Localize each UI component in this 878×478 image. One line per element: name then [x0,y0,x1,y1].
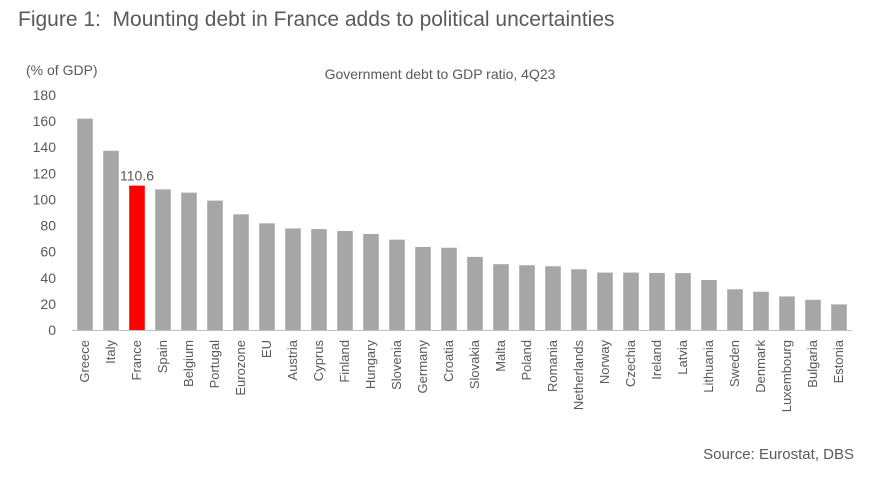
bar-lithuania [701,280,717,330]
bar-latvia [675,273,691,330]
y-tick-label: 20 [40,296,56,312]
bar-spain [155,189,171,330]
bar-france [129,185,145,330]
data-label: 110.6 [120,168,154,184]
bar-czechia [623,272,639,330]
bar-poland [519,265,535,330]
y-tick-label: 60 [40,244,56,260]
x-tick-label: Romania [545,339,560,392]
bar-slovenia [389,239,405,330]
x-tick-label: Slovenia [389,339,404,390]
bar-austria [285,228,301,330]
x-tick-label: Portugal [207,340,222,389]
x-tick-label: Bulgaria [805,339,820,387]
y-tick-label: 120 [33,165,57,181]
x-tick-label: Cyprus [311,340,326,382]
bar-slovakia [467,256,483,330]
bar-italy [103,150,119,330]
x-tick-label: Germany [415,340,430,394]
x-tick-label: Sweden [727,340,742,387]
bar-luxembourg [779,296,795,330]
x-tick-label: Poland [519,340,534,380]
y-axis-label: (% of GDP) [26,62,98,78]
x-tick-label: Luxembourg [779,340,794,412]
bar-eu [259,223,275,330]
bar-denmark [753,291,769,330]
bar-finland [337,231,353,330]
x-tick-label: Greece [77,340,92,383]
bar-norway [597,272,613,330]
x-tick-label: France [129,340,144,380]
x-tick-label: Latvia [675,339,690,374]
source-note: Source: Eurostat, DBS [703,446,854,463]
bar-malta [493,264,509,330]
x-tick-label: Croatia [441,339,456,382]
x-tick-label: Finland [337,340,352,383]
x-tick-label: Malta [493,339,508,372]
x-tick-label: Ireland [649,340,664,380]
bar-croatia [441,247,457,330]
chart-title: Government debt to GDP ratio, 4Q23 [324,66,556,82]
x-tick-label: Belgium [181,340,196,387]
x-tick-label: Netherlands [571,340,586,411]
bar-netherlands [571,269,587,330]
x-tick-label: Eurozone [233,340,248,396]
y-tick-label: 140 [33,139,57,155]
x-tick-label: Hungary [363,340,378,390]
bar-germany [415,246,431,330]
y-tick-label: 160 [33,113,57,129]
bar-bulgaria [805,299,821,330]
bar-estonia [831,304,847,330]
x-tick-label: Slovakia [467,339,482,389]
figure-title: Figure 1: Mounting debt in France adds t… [18,8,615,31]
bar-ireland [649,272,665,330]
bar-portugal [207,200,223,330]
bar-cyprus [311,229,327,330]
bar-romania [545,266,561,330]
y-tick-label: 180 [33,87,57,103]
x-tick-label: Austria [285,339,300,380]
x-tick-label: Czechia [623,339,638,387]
y-tick-label: 0 [48,322,56,338]
x-tick-label: Denmark [753,340,768,393]
bar-greece [77,118,93,330]
x-tick-label: Italy [103,340,118,364]
x-tick-label: EU [259,340,274,358]
y-tick-label: 80 [40,218,56,234]
bar-eurozone [233,214,249,330]
x-tick-label: Norway [597,340,612,385]
y-tick-label: 40 [40,270,56,286]
x-tick-label: Lithuania [701,339,716,393]
y-tick-label: 100 [33,191,57,207]
x-tick-label: Estonia [831,339,846,383]
bar-sweden [727,289,743,330]
bar-belgium [181,192,197,330]
x-tick-label: Spain [155,340,170,373]
bar-hungary [363,234,379,330]
